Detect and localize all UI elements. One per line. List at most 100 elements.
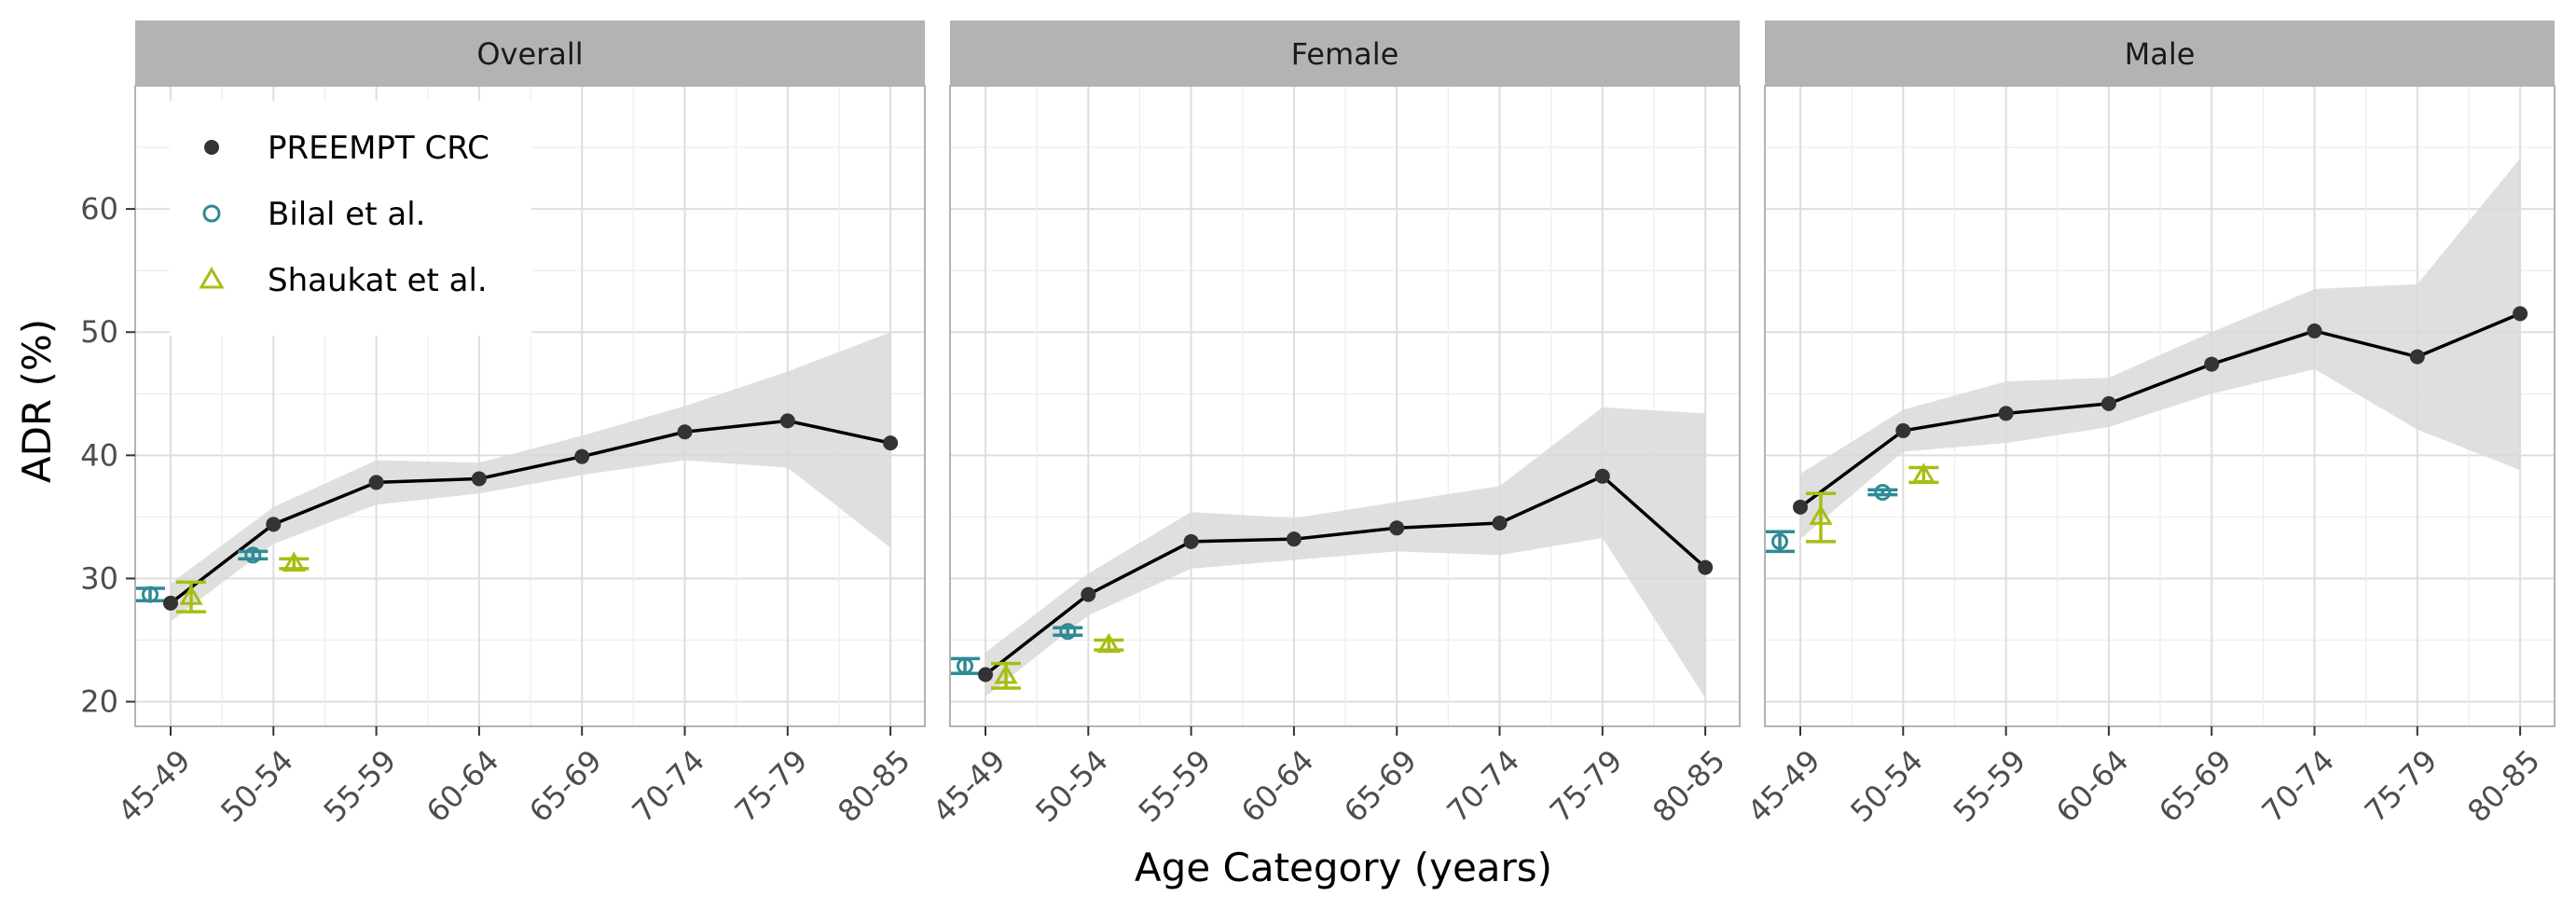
x-tick-label: 65-69 xyxy=(2152,743,2239,830)
shaukat-point-45-49 xyxy=(991,661,1021,690)
x-tick-label: 65-69 xyxy=(1337,743,1424,830)
legend-background xyxy=(170,101,531,336)
legend-label: Shaukat et al. xyxy=(268,262,488,299)
x-tick-label: 50-54 xyxy=(1843,743,1930,830)
x-tick-label: 80-85 xyxy=(2460,743,2547,830)
shaukat-point-45-49 xyxy=(1806,491,1836,544)
y-tick-label: 30 xyxy=(80,560,118,596)
bilal-marker xyxy=(957,657,973,675)
preempt-point-60-64 xyxy=(1286,531,1302,547)
panel-border-male xyxy=(1764,85,2555,727)
bilal-point-50-54 xyxy=(1867,483,1898,501)
preempt-point-55-59 xyxy=(1183,533,1199,549)
x-tick-label: 45-49 xyxy=(1741,743,1827,830)
preempt-line-male xyxy=(1798,311,2521,509)
bilal-point-45-49 xyxy=(950,656,980,675)
y-tick-label: 50 xyxy=(80,314,118,350)
preempt-point-50-54 xyxy=(1081,586,1096,602)
legend-key-bilal xyxy=(202,204,221,223)
legend-label: PREEMPT CRC xyxy=(268,130,489,167)
legend-item-1: Bilal et al. xyxy=(202,196,425,233)
legend-key-shaukat xyxy=(199,267,225,289)
preempt-point-70-74 xyxy=(677,424,693,440)
panel-male: Male xyxy=(1764,21,2555,727)
shaukat-marker xyxy=(179,585,203,605)
x-tick-label: 70-74 xyxy=(2255,743,2342,830)
preempt-point-70-74 xyxy=(2307,323,2322,338)
panel-title-male: Male xyxy=(2125,36,2196,72)
bilal-marker xyxy=(142,586,158,603)
x-tick-label: 65-69 xyxy=(522,743,609,830)
legend-key-preempt xyxy=(204,140,219,155)
panel-female: Female xyxy=(949,21,1741,727)
preempt-point-80-85 xyxy=(2513,306,2528,322)
preempt-ci-band-overall xyxy=(171,332,891,622)
preempt-point-75-79 xyxy=(779,413,795,429)
x-tick-label: 60-64 xyxy=(420,743,506,830)
panel-strip-female xyxy=(950,21,1740,86)
panel-strip-overall xyxy=(135,21,925,86)
preempt-line-overall xyxy=(169,419,891,605)
preempt-ci-band-female xyxy=(985,407,1706,698)
shaukat-point-45-49 xyxy=(176,580,206,614)
preempt-point-45-49 xyxy=(978,667,993,682)
panel-title-overall: Overall xyxy=(476,36,583,72)
preempt-point-55-59 xyxy=(1998,406,2014,421)
x-axis-title: Age Category (years) xyxy=(1135,845,1552,890)
x-tick-label: 75-79 xyxy=(728,743,815,830)
preempt-point-45-49 xyxy=(1793,499,1808,515)
shaukat-point-50-54 xyxy=(279,551,310,572)
x-tick-label: 80-85 xyxy=(831,743,917,830)
preempt-point-75-79 xyxy=(2409,349,2425,365)
preempt-point-80-85 xyxy=(883,435,899,451)
bilal-marker xyxy=(244,546,262,564)
legend: PREEMPT CRC Bilal et al. Shaukat et al. xyxy=(170,101,531,336)
shaukat-marker xyxy=(1096,632,1121,654)
shaukat-point-50-54 xyxy=(1094,632,1124,654)
preempt-point-65-69 xyxy=(1389,520,1405,536)
y-tick-label: 20 xyxy=(80,684,118,720)
preempt-point-55-59 xyxy=(368,475,384,490)
preempt-point-80-85 xyxy=(1698,559,1714,575)
bilal-point-45-49 xyxy=(135,586,165,603)
y-tick-label: 40 xyxy=(80,437,118,473)
bilal-marker xyxy=(1874,483,1892,501)
bilal-point-50-54 xyxy=(238,546,269,564)
x-tick-label: 55-59 xyxy=(1132,743,1219,830)
preempt-ci-band-male xyxy=(1800,158,2521,540)
preempt-point-75-79 xyxy=(1594,468,1610,484)
x-tick-label: 75-79 xyxy=(2358,743,2445,830)
shaukat-marker xyxy=(282,551,306,572)
legend-item-0: PREEMPT CRC xyxy=(204,130,489,167)
preempt-point-60-64 xyxy=(471,471,487,487)
x-tick-label: 75-79 xyxy=(1543,743,1630,830)
bilal-point-45-49 xyxy=(1765,530,1795,554)
x-tick-label: 50-54 xyxy=(1028,743,1115,830)
shaukat-marker xyxy=(994,663,1018,684)
x-tick-label: 70-74 xyxy=(626,743,712,830)
panel-strip-male xyxy=(1765,21,2555,86)
x-tick-label: 60-64 xyxy=(1234,743,1321,830)
y-tick-label: 60 xyxy=(80,191,118,227)
shaukat-marker xyxy=(1809,504,1833,525)
preempt-point-45-49 xyxy=(163,595,178,611)
panel-border-female xyxy=(949,85,1741,727)
shaukat-marker xyxy=(1911,462,1935,483)
preempt-point-50-54 xyxy=(266,517,282,532)
bilal-point-50-54 xyxy=(1053,623,1083,641)
preempt-line-female xyxy=(984,474,1707,676)
bilal-marker xyxy=(1771,532,1788,550)
preempt-point-65-69 xyxy=(574,448,590,464)
preempt-point-70-74 xyxy=(1492,516,1508,531)
x-tick-label: 55-59 xyxy=(1947,743,2033,830)
shaukat-point-50-54 xyxy=(1908,462,1939,485)
preempt-point-60-64 xyxy=(2101,395,2116,411)
preempt-point-65-69 xyxy=(2204,356,2220,372)
legend-label: Bilal et al. xyxy=(268,196,425,233)
y-axis-title: ADR (%) xyxy=(14,319,60,483)
preempt-point-50-54 xyxy=(1895,422,1911,438)
panel-border-overall xyxy=(134,85,926,727)
x-tick-label: 55-59 xyxy=(317,743,404,830)
x-tick-label: 60-64 xyxy=(2049,743,2136,830)
